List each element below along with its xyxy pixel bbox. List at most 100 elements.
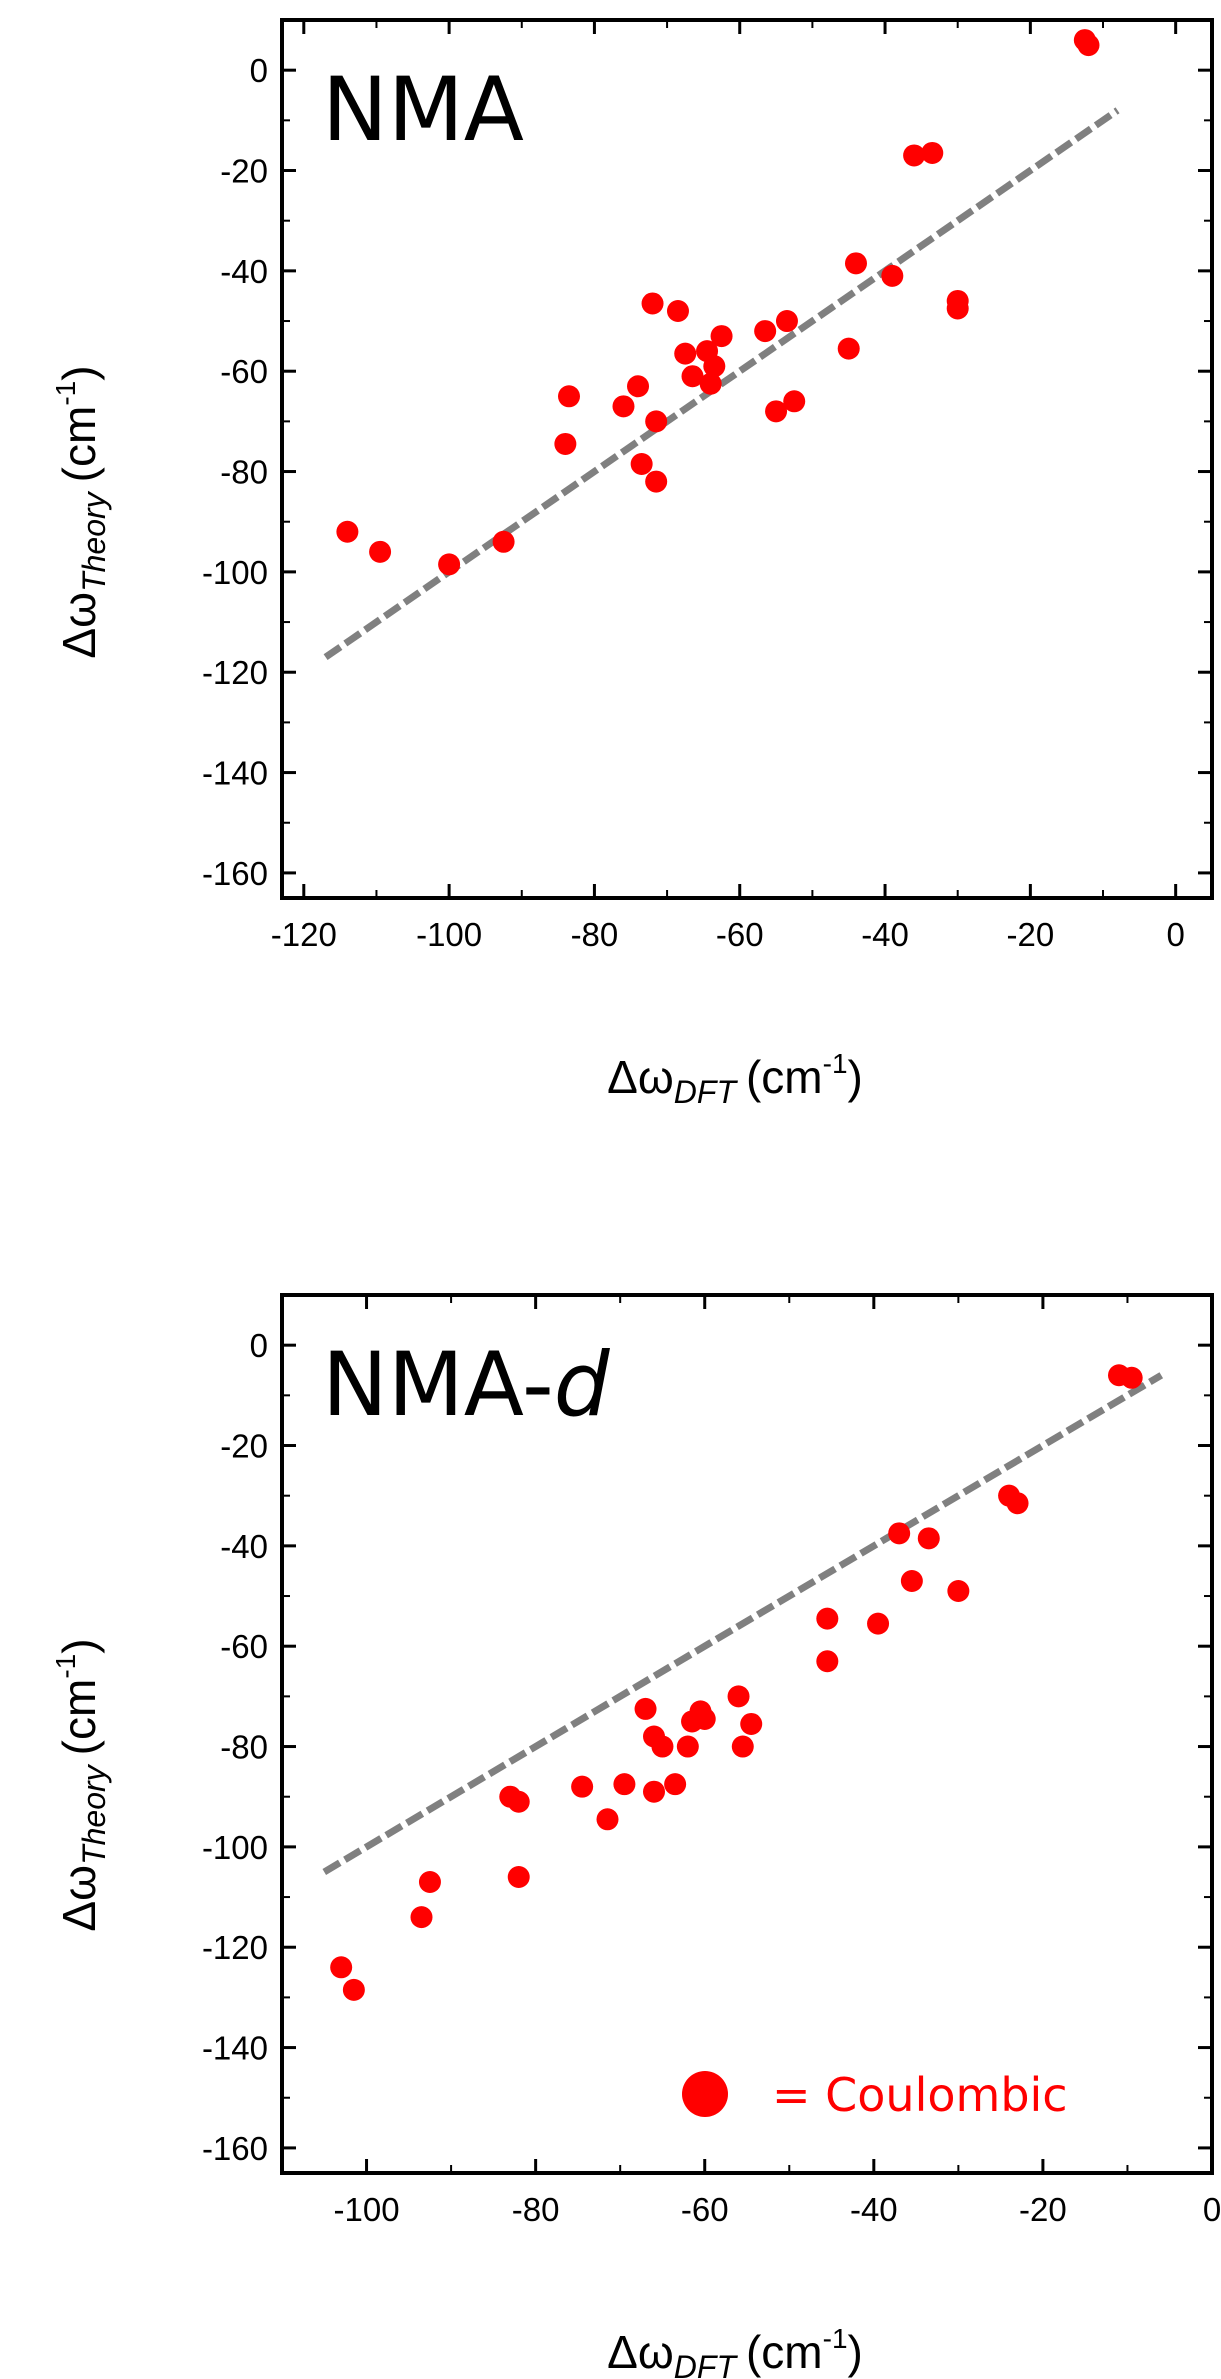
y-tick-label: -40 [220,1528,268,1565]
data-point-24 [867,1612,890,1635]
data-point-5 [507,1865,530,1888]
data-point-13 [651,1735,674,1758]
data-point-14 [664,1773,687,1796]
data-point-6 [612,395,635,418]
data-point-14 [681,365,704,388]
x-tick-label: -20 [1007,916,1055,953]
data-point-3 [492,530,515,553]
panel-nma-d: NMA-d ΔωTheory(cm-1) ΔωDFT (cm-1) = Coulo… [50,1293,1221,2379]
data-point-1 [369,540,392,563]
svg-text:ΔωTheory(cm-1): ΔωTheory(cm-1) [50,365,112,658]
x-tick-label: -100 [334,2191,400,2228]
legend-label: = Coulombic [772,2068,1068,2122]
data-point-2 [438,553,461,576]
x-tick-label: -80 [512,2191,560,2228]
data-point-23 [837,337,860,360]
data-point-0 [336,520,359,543]
data-point-16 [699,372,722,395]
data-point-19 [754,320,777,343]
y-tick-label: -140 [202,2030,268,2067]
x-tick-label: -60 [716,916,764,953]
data-point-19 [727,1685,750,1708]
data-point-22 [783,390,806,413]
y-tick-label: -100 [202,1829,268,1866]
x-axis-label: ΔωDFT (cm-1) [607,2323,863,2379]
plot-frame [280,1293,1214,2175]
data-point-31 [1077,34,1100,57]
svg-text:ΔωTheory(cm-1): ΔωTheory(cm-1) [50,1638,112,1931]
data-point-27 [917,1527,940,1550]
data-point-5 [557,385,580,408]
data-point-30 [1006,1492,1029,1515]
x-tick-label: 0 [1166,916,1184,953]
data-point-9 [613,1773,636,1796]
x-tick-label: -100 [416,916,482,953]
y-tick-label: -40 [220,253,268,290]
data-point-13 [674,342,697,365]
y-tick-label: -60 [220,1628,268,1665]
data-point-26 [903,144,926,167]
y-axis-label: ΔωTheory(cm-1) [50,1638,112,1931]
data-point-17 [703,355,726,378]
data-point-11 [645,410,668,433]
y-tick-label: -100 [202,554,268,591]
y-tick-label: -120 [202,1929,268,1966]
y-tick-label: -80 [220,1729,268,1766]
y-axis-label: ΔωTheory(cm-1) [50,365,112,658]
data-point-21 [775,310,798,333]
y-tick-label: 0 [250,52,268,89]
x-tick-label: -40 [850,2191,898,2228]
x-tick-label: -120 [271,916,337,953]
data-point-22 [816,1607,839,1630]
y-tick-label: -160 [202,855,268,892]
data-point-12 [666,299,689,322]
x-tick-label: -40 [861,916,909,953]
data-point-25 [888,1522,911,1545]
data-point-21 [740,1712,763,1735]
data-point-8 [630,453,653,476]
data-point-18 [710,325,733,348]
data-point-24 [844,252,867,275]
y-tick-label: -120 [202,654,268,691]
data-point-8 [596,1808,619,1831]
plot-area: -100 -80 -60 -40 -20 0 0 -20 -40 -60 -80 -100 -120 -1… [202,1293,1221,2228]
plot-area: -120 -100 -80 -60 -40 -20 0 0 -20 -40 -60 -80 -100 -1… [202,18,1214,953]
legend-marker [682,2071,728,2117]
y-tick-label: -20 [220,1428,268,1465]
data-point-10 [634,1697,657,1720]
y-tick-label: -20 [220,153,268,190]
y-tick-label: -80 [220,454,268,491]
data-point-2 [410,1906,433,1929]
panel-nma: NMA ΔωTheory(cm-1) ΔωDFT (cm-1) -120 -100-… [50,18,1214,1110]
data-point-25 [881,264,904,287]
data-point-11 [643,1780,665,1803]
data-point-1 [342,1978,365,2001]
data-point-18 [693,1707,716,1730]
data-point-7 [571,1775,594,1798]
y-tick-label: -60 [220,353,268,390]
fit-line [322,1372,1164,1875]
panel-title: NMA [322,58,524,161]
x-tick-label: -20 [1019,2191,1067,2228]
y-tick-label: -140 [202,755,268,792]
data-point-15 [676,1735,699,1758]
x-tick-label: -80 [571,916,619,953]
data-point-20 [765,400,788,423]
data-point-9 [641,292,664,315]
data-point-10 [645,470,668,493]
data-point-0 [330,1956,353,1979]
data-point-6 [507,1790,530,1813]
data-point-23 [816,1650,839,1673]
y-tick-label: -160 [202,2130,268,2167]
data-point-27 [921,141,944,164]
legend: = Coulombic [682,2068,1068,2122]
data-point-4 [554,432,577,455]
data-point-32 [1120,1366,1143,1389]
data-point-3 [418,1871,441,1894]
data-point-7 [627,375,650,398]
data-point-20 [731,1735,754,1758]
y-tick-label: 0 [250,1327,268,1364]
panel-title: NMA-d [322,1333,611,1436]
data-point-28 [947,1580,970,1603]
